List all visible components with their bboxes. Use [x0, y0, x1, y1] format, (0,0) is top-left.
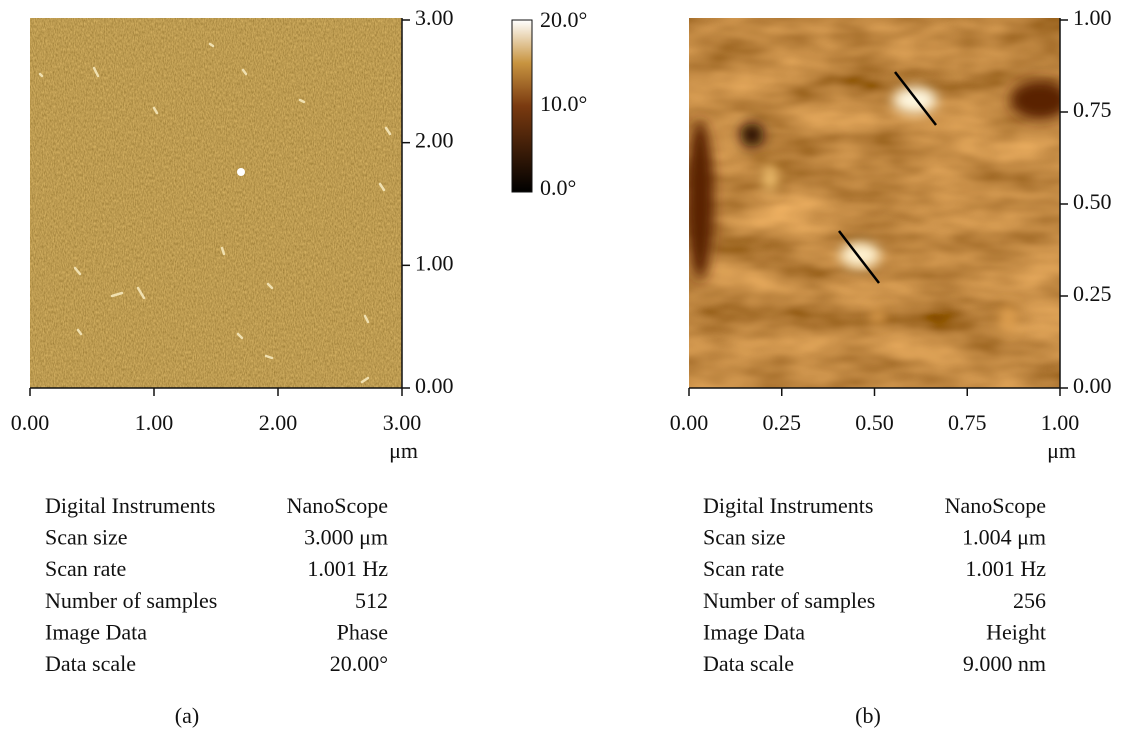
y-tick-label: 1.00 [1073, 5, 1112, 30]
info-value: Phase [337, 619, 388, 644]
x-unit: μm [389, 438, 418, 463]
x-unit: μm [1047, 438, 1076, 463]
info-value: 1.004 μm [962, 525, 1046, 550]
info-key: Image Data [45, 619, 147, 644]
info-key: Scan size [703, 525, 785, 550]
info-value: 1.001 Hz [965, 556, 1046, 581]
x-tick-label: 0.00 [11, 410, 50, 435]
x-tick-label: 3.00 [383, 410, 422, 435]
afm-image-a [30, 18, 402, 388]
info-value: NanoScope [945, 493, 1046, 518]
info-value: Height [986, 619, 1046, 644]
info-key: Data scale [703, 651, 794, 676]
info-value: 9.000 nm [963, 651, 1046, 676]
y-tick-label: 0.75 [1073, 97, 1112, 122]
info-key: Scan rate [703, 556, 784, 581]
info-value: 1.001 Hz [307, 556, 388, 581]
x-tick-label: 1.00 [135, 410, 174, 435]
info-key: Number of samples [45, 588, 217, 613]
colorbar-label: 20.0° [540, 7, 587, 32]
info-key: Scan rate [45, 556, 126, 581]
info-key: Digital Instruments [703, 493, 873, 518]
colorbar-label: 10.0° [540, 91, 587, 116]
x-tick-label: 2.00 [259, 410, 298, 435]
afm-image-b [686, 18, 1070, 388]
info-value: 256 [1013, 588, 1046, 613]
info-value: 20.00° [330, 651, 388, 676]
x-tick-label: 0.75 [948, 410, 987, 435]
x-tick-label: 0.25 [763, 410, 802, 435]
y-tick-label: 0.00 [415, 373, 454, 398]
colorbar-label: 0.0° [540, 175, 576, 200]
info-key: Scan size [45, 525, 127, 550]
y-tick-label: 3.00 [415, 5, 454, 30]
caption: (b) [855, 703, 881, 728]
info-value: 512 [355, 588, 388, 613]
x-tick-label: 0.50 [855, 410, 894, 435]
x-tick-label: 1.00 [1041, 410, 1080, 435]
info-key: Number of samples [703, 588, 875, 613]
y-tick-label: 1.00 [415, 250, 454, 275]
caption: (a) [175, 703, 199, 728]
x-tick-label: 0.00 [670, 410, 709, 435]
info-value: NanoScope [287, 493, 388, 518]
y-tick-label: 2.00 [415, 128, 454, 153]
info-key: Digital Instruments [45, 493, 215, 518]
y-tick-label: 0.25 [1073, 281, 1112, 306]
info-key: Image Data [703, 619, 805, 644]
figure: 0.00 1.00 2.00 3.00 0.00 1.00 2.00 3.00 μm 20.0° 1… [0, 0, 1129, 732]
y-tick-label: 0.50 [1073, 189, 1112, 214]
info-value: 3.000 μm [304, 525, 388, 550]
y-tick-label: 0.00 [1073, 373, 1112, 398]
info-key: Data scale [45, 651, 136, 676]
colorbar [512, 20, 532, 192]
